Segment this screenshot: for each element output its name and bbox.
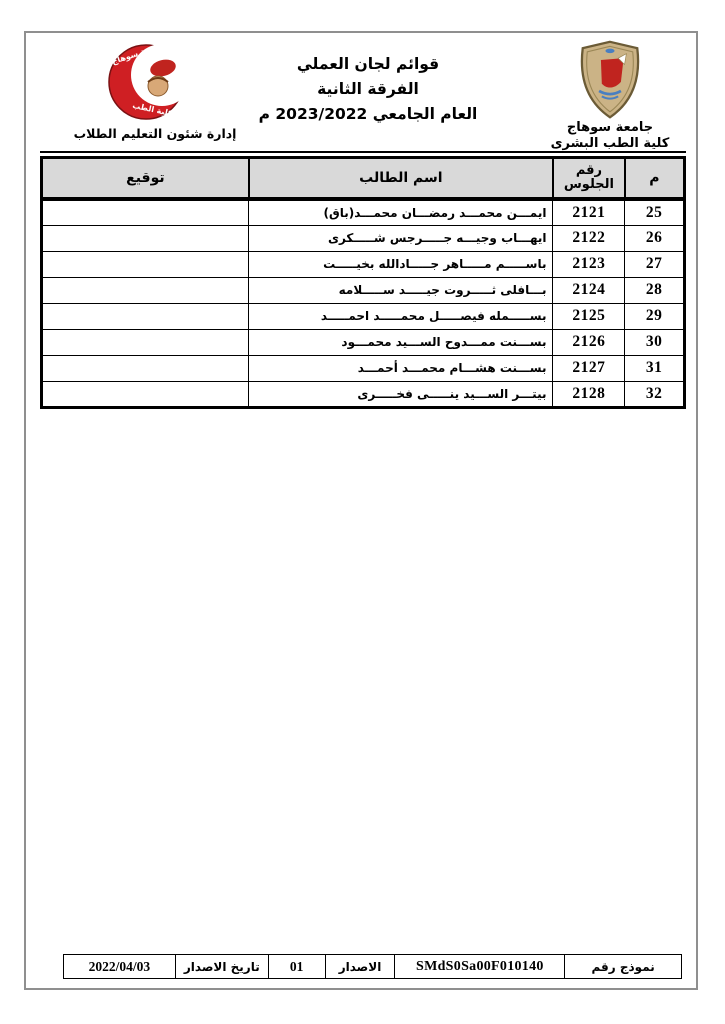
issue-number-value: 01 xyxy=(267,954,326,979)
row-index: 29 xyxy=(624,302,685,330)
title-line-2: الفرقة الثانية xyxy=(317,79,419,98)
header-right-block: جامعة سوهاج كلية الطب البشرى xyxy=(530,40,690,153)
seat-header-line1: رقم xyxy=(575,162,603,178)
student-name: باســـــم مـــــاهر جـــــادالله بخيــــ… xyxy=(248,250,554,278)
row-index: 26 xyxy=(624,224,685,252)
signature-cell xyxy=(40,250,250,278)
table-row: 26 2122 ايهـــاب وجيـــه جـــــرجس شــــ… xyxy=(40,224,685,252)
page-scan-border xyxy=(24,31,698,990)
issue-date-label: تاريخ الاصدار xyxy=(174,954,269,979)
issue-label: الاصدار xyxy=(324,954,396,979)
student-name: ايهـــاب وجيـــه جـــــرجس شـــــكرى xyxy=(248,224,554,252)
student-affairs-caption: إدارة شئون التعليم الطلاب xyxy=(73,126,237,141)
row-index: 25 xyxy=(624,198,685,226)
signature-cell xyxy=(40,198,250,226)
row-index: 27 xyxy=(624,250,685,278)
student-name: بســـــمله فيصـــــل محمـــــد احمـــــد xyxy=(248,302,554,330)
row-index: 30 xyxy=(624,328,685,356)
seat-number: 2122 xyxy=(552,224,626,252)
seat-header-line2: الجلوس xyxy=(563,177,614,192)
university-name: جامعة سوهاج xyxy=(566,120,654,135)
form-info-footer-table: نموذج رقم SMdS0Sa00F010140 الاصدار 01 تا… xyxy=(63,954,682,979)
faculty-name: كلية الطب البشرى xyxy=(550,136,670,152)
row-index: 28 xyxy=(624,276,685,304)
signature-cell xyxy=(40,354,250,382)
table-row: 30 2126 بســـنت ممـــدوح الســـيد محمـــ… xyxy=(40,328,685,356)
signature-cell xyxy=(40,302,250,330)
col-header-index: م xyxy=(623,156,686,201)
signature-cell xyxy=(40,380,250,408)
form-code-value: SMdS0Sa00F010140 xyxy=(394,954,566,979)
student-list-table: م رقم الجلوس اسم الطالب توقيع 25 2121 اي… xyxy=(40,156,686,409)
table-row: 25 2121 ايمـــن محمـــد رمضـــان محمـــد… xyxy=(40,198,685,226)
sohag-university-shield-logo-icon xyxy=(580,40,640,119)
table-header-row: م رقم الجلوس اسم الطالب توقيع xyxy=(40,156,686,201)
seat-number: 2126 xyxy=(552,328,626,356)
seat-number: 2123 xyxy=(552,250,626,278)
row-index: 32 xyxy=(624,380,685,408)
seat-number: 2121 xyxy=(552,198,626,226)
col-header-seat-number: رقم الجلوس xyxy=(551,156,626,201)
col-header-signature: توقيع xyxy=(40,156,250,201)
title-line-3: العام الجامعي 2023/2022 م xyxy=(258,104,478,123)
col-header-student-name: اسم الطالب xyxy=(247,156,554,201)
signature-cell xyxy=(40,276,250,304)
student-name: ايمـــن محمـــد رمضـــان محمـــد(باق) xyxy=(248,198,554,226)
student-name: بيتـــر الســـيد ينـــــى فخـــــرى xyxy=(248,380,554,408)
header-left-block: جامعة سوهاج كلية الطب إدارة شئون التعليم… xyxy=(70,42,240,141)
seat-number: 2128 xyxy=(552,380,626,408)
table-row: 29 2125 بســـــمله فيصـــــل محمـــــد ا… xyxy=(40,302,685,330)
table-row: 28 2124 بـــافلى ثـــــروت جيـــــد ســـ… xyxy=(40,276,685,304)
signature-cell xyxy=(40,224,250,252)
seat-number: 2124 xyxy=(552,276,626,304)
faculty-of-medicine-crescent-logo-icon: جامعة سوهاج كلية الطب xyxy=(108,42,193,120)
seat-number: 2125 xyxy=(552,302,626,330)
student-name: بســـنت ممـــدوح الســـيد محمـــود xyxy=(248,328,554,356)
footer-row: نموذج رقم SMdS0Sa00F010140 الاصدار 01 تا… xyxy=(63,954,682,979)
student-name: بـــافلى ثـــــروت جيـــــد ســـــلامه xyxy=(248,276,554,304)
document-title-block: قوائم لجان العملي الفرقة الثانية العام ا… xyxy=(228,52,508,126)
rule-above-table xyxy=(40,151,686,153)
issue-date-value: 2022/04/03 xyxy=(63,954,176,979)
row-index: 31 xyxy=(624,354,685,382)
seat-number: 2127 xyxy=(552,354,626,382)
title-line-1: قوائم لجان العملي xyxy=(296,55,440,73)
table-row: 27 2123 باســـــم مـــــاهر جـــــادالله… xyxy=(40,250,685,278)
table-row: 31 2127 بســـنت هشـــام محمـــد أحمـــد xyxy=(40,354,685,382)
form-number-label: نموذج رقم xyxy=(564,954,682,979)
table-row: 32 2128 بيتـــر الســـيد ينـــــى فخــــ… xyxy=(40,380,685,408)
signature-cell xyxy=(40,328,250,356)
student-name: بســـنت هشـــام محمـــد أحمـــد xyxy=(248,354,554,382)
